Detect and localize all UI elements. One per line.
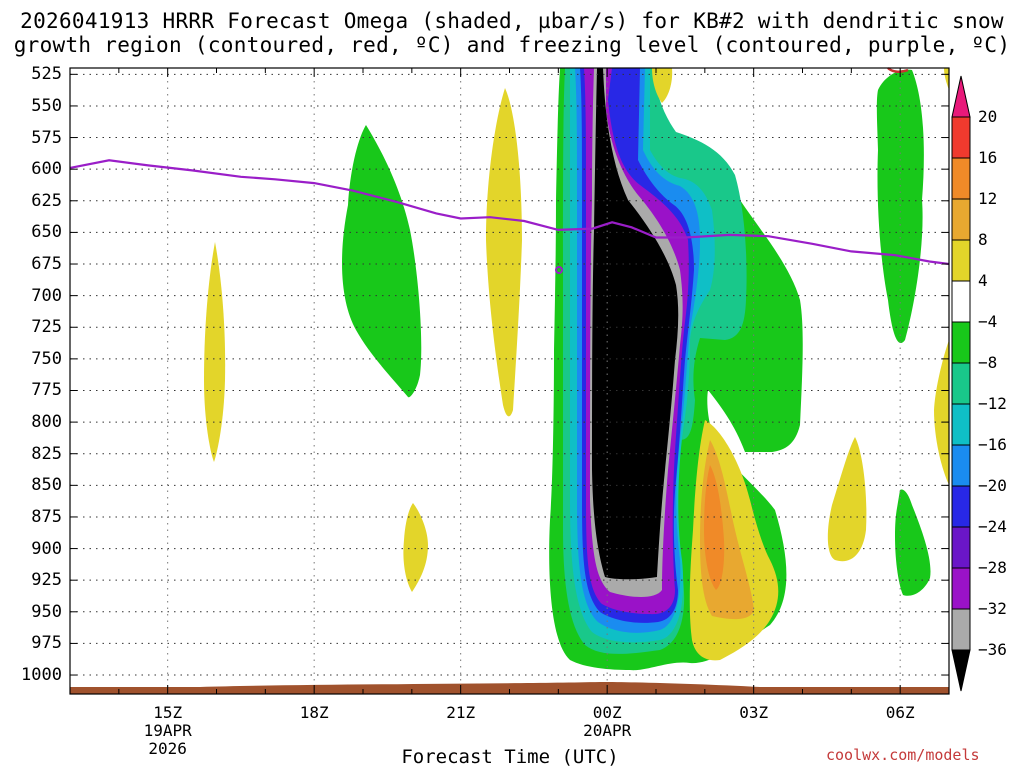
y-tick-label: 700: [31, 285, 62, 306]
colorbar-bin: [951, 157, 971, 200]
x-tick-label: 21Z: [446, 703, 476, 722]
freezing-level-line: [69, 159, 950, 266]
colorbar-bin: [951, 567, 971, 610]
omega-region-yellow-3: [403, 503, 428, 592]
colorbar-bin: [951, 239, 971, 282]
omega-region-yellow-2: [204, 242, 226, 462]
y-tick-label: 1000: [21, 665, 62, 686]
colorbar-label: −16: [978, 435, 1007, 454]
colorbar-bin: [951, 362, 971, 405]
y-tick-label: 750: [31, 348, 62, 369]
y-tick-label: 875: [31, 506, 62, 527]
colorbar-bin: [951, 116, 971, 159]
colorbar-label: 4: [978, 271, 988, 290]
colorbar-cap-bottom: [951, 649, 971, 692]
freezing-level-loop: [555, 266, 563, 274]
colorbar-label: 20: [978, 107, 998, 126]
omega-data-region-3: [861, 416, 898, 541]
y-tick-label: 575: [31, 127, 62, 148]
colorbar-bin: [951, 608, 971, 651]
omega-region-black-core: [592, 68, 679, 580]
y-tick-label: 775: [31, 380, 62, 401]
colorbar-bin: [951, 321, 971, 364]
y-tick-label: 675: [31, 254, 62, 275]
x-axis-title: Forecast Time (UTC): [401, 746, 619, 768]
y-tick-label: 550: [31, 95, 62, 116]
x-tick-label: 03Z: [739, 703, 769, 722]
y-tick-label: 825: [31, 443, 62, 464]
axis-ticks: [69, 68, 950, 694]
x-tick-label: 2026: [148, 739, 187, 758]
colorbar-label: 16: [978, 148, 998, 167]
colorbar-bin: [951, 444, 971, 487]
chart-title-line-2: growth region (contoured, red, ºC) and f…: [13, 33, 1011, 57]
y-tick-label: 800: [31, 412, 62, 433]
colorbar-bin: [951, 280, 971, 323]
colorbar-label: −4: [978, 312, 998, 331]
omega-region-yellow-5: [827, 437, 867, 562]
y-tick-label: 600: [31, 159, 62, 180]
colorbar-label: −32: [978, 599, 1007, 618]
chart-title-line-1: 2026041913 HRRR Forecast Omega (shaded, …: [20, 9, 1004, 33]
y-tick-label: 975: [31, 633, 62, 654]
x-tick-label: 15Z: [153, 703, 183, 722]
colorbar-bin: [951, 198, 971, 241]
colorbar-bin: [951, 403, 971, 446]
y-tick-label: 525: [31, 64, 62, 85]
colorbar-label: −12: [978, 394, 1007, 413]
omega-region-green-east: [876, 69, 924, 344]
x-tick-label: 06Z: [885, 703, 915, 722]
omega-region-yellow-7: [934, 340, 949, 485]
colorbar-label: −28: [978, 558, 1007, 577]
colorbar-label: −24: [978, 517, 1007, 536]
colorbar-cap-top: [951, 75, 971, 118]
y-tick-label: 650: [31, 222, 62, 243]
y-tick-label: 850: [31, 475, 62, 496]
omega-region-yellow-6: [652, 68, 673, 103]
x-tick-label: 20APR: [583, 721, 632, 740]
omega-region-darkorange: [704, 465, 725, 590]
dendritic-contour-fragment: [887, 67, 909, 73]
colorbar-label: 12: [978, 189, 998, 208]
credit-link[interactable]: coolwx.com/models: [826, 746, 980, 764]
omega-data-region-5: [934, 296, 949, 460]
x-tick-label: 00Z: [592, 703, 622, 722]
x-tick-label: 18Z: [299, 703, 329, 722]
y-tick-label: 725: [31, 317, 62, 338]
y-tick-label: 625: [31, 190, 62, 211]
y-tick-label: 925: [31, 570, 62, 591]
colorbar-label: −36: [978, 640, 1007, 659]
y-tick-label: 950: [31, 601, 62, 622]
x-tick-label: 19APR: [143, 721, 192, 740]
terrain-bump: [200, 682, 760, 687]
omega-region-green-southeast: [895, 489, 931, 596]
colorbar-bin: [951, 485, 971, 528]
colorbar-label: −8: [978, 353, 998, 372]
omega-shading-layer: [204, 68, 949, 671]
colorbar-label: 8: [978, 230, 988, 249]
grid-lines: [70, 68, 949, 694]
omega-region-yellow-8: [944, 68, 949, 90]
colorbar: [951, 75, 971, 692]
colorbar-bin: [951, 526, 971, 569]
omega-region-yellow-1: [486, 88, 522, 417]
y-tick-label: 900: [31, 538, 62, 559]
colorbar-label: −20: [978, 476, 1007, 495]
omega-region-green-north: [342, 125, 422, 398]
